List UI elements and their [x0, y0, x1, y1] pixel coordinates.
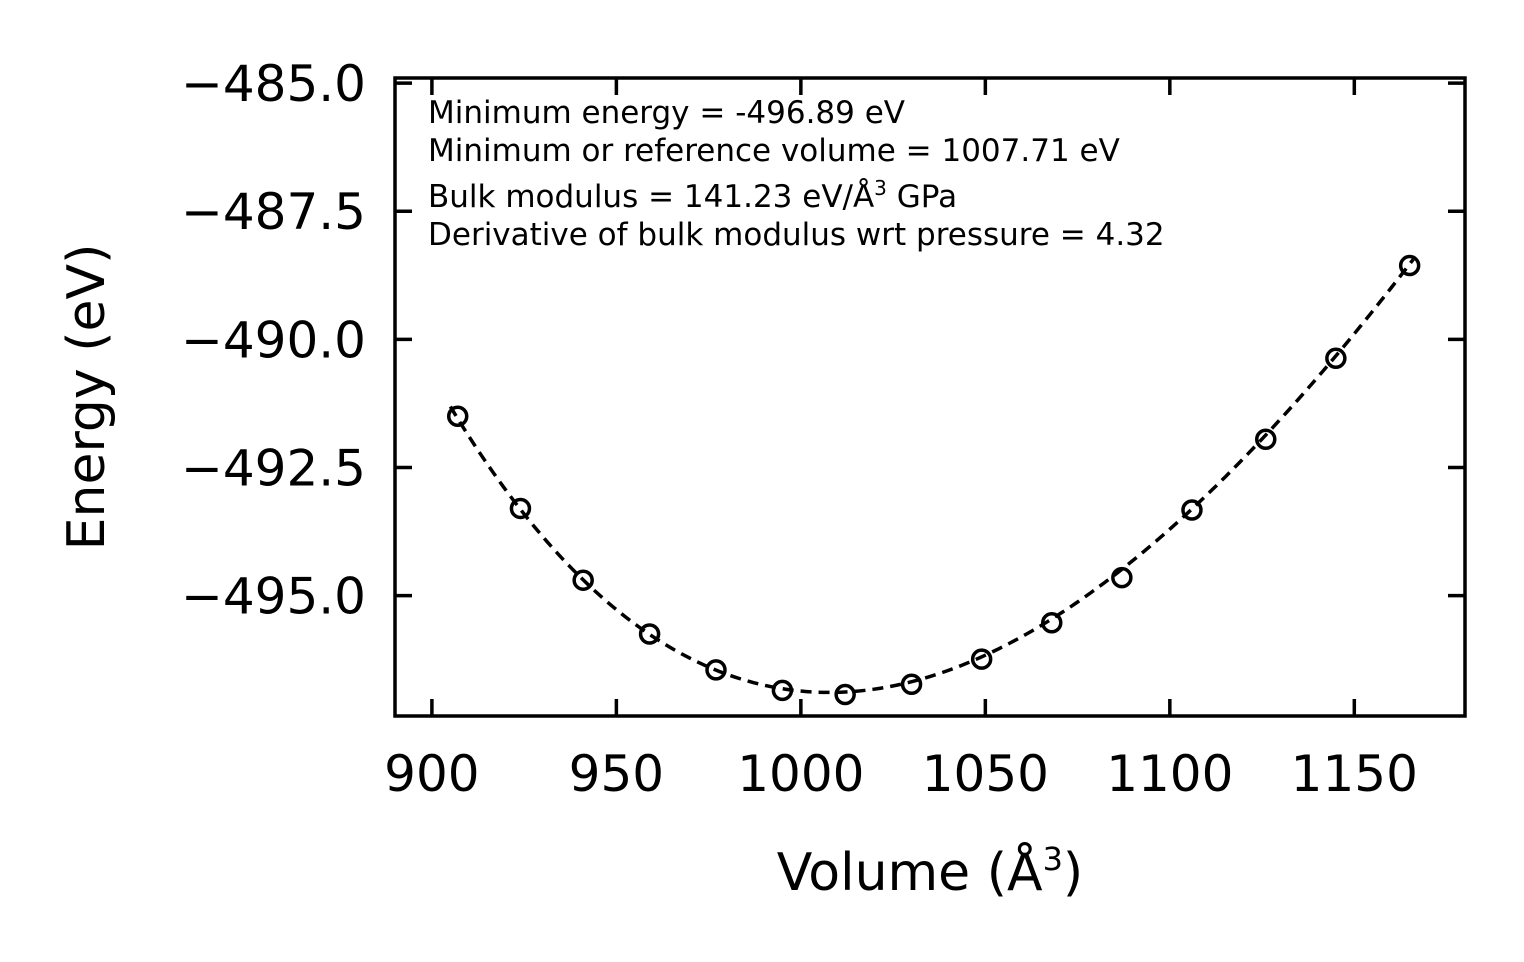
data-point [1398, 254, 1421, 277]
y-axis-label: Energy (eV) [57, 244, 117, 551]
y-axis: −485.0 −487.5 −490.0 −492.5 −495.0 [181, 55, 1465, 626]
data-point [1325, 347, 1347, 370]
fit-annotations: Minimum energy = -496.89 eV Minimum or r… [428, 95, 1165, 253]
x-axis-label: Volume (Å3) [777, 840, 1083, 903]
annotation-minimum-volume: Minimum or reference volume = 1007.71 eV [428, 133, 1120, 169]
data-point [834, 683, 856, 706]
data-point [446, 405, 469, 427]
fit-curve [448, 258, 1415, 695]
plot-frame [393, 76, 1467, 718]
y-tick-label: −492.5 [181, 439, 366, 497]
data-point [1255, 428, 1277, 451]
annotation-bulk-modulus: Bulk modulus = 141.23 eV/Å3 GPa [428, 176, 957, 215]
annotation-minimum-energy: Minimum energy = -496.89 eV [428, 95, 905, 131]
data-points [446, 254, 1421, 706]
data-point [900, 673, 923, 695]
x-axis: 900 950 1000 1050 1100 1150 [384, 78, 1418, 803]
x-tick-label: 900 [384, 745, 479, 803]
data-point [1181, 499, 1203, 521]
data-point [970, 648, 993, 670]
data-point [572, 569, 594, 591]
x-tick-label: 1000 [737, 745, 864, 803]
data-point [638, 623, 661, 645]
data-point [509, 497, 532, 520]
x-tick-label: 1100 [1106, 745, 1233, 803]
data-point [1041, 611, 1063, 634]
x-tick-label: 1050 [922, 745, 1049, 803]
data-point [1111, 566, 1133, 589]
data-point [705, 659, 727, 681]
annotation-bulk-modulus-derivative: Derivative of bulk modulus wrt pressure … [428, 217, 1165, 253]
x-tick-label: 1150 [1291, 745, 1418, 803]
data-point [771, 679, 794, 702]
y-tick-label: −487.5 [181, 183, 366, 241]
y-tick-label: −495.0 [181, 568, 366, 626]
x-tick-label: 950 [569, 745, 664, 803]
y-tick-label: −485.0 [181, 55, 366, 113]
y-tick-label: −490.0 [181, 311, 366, 369]
